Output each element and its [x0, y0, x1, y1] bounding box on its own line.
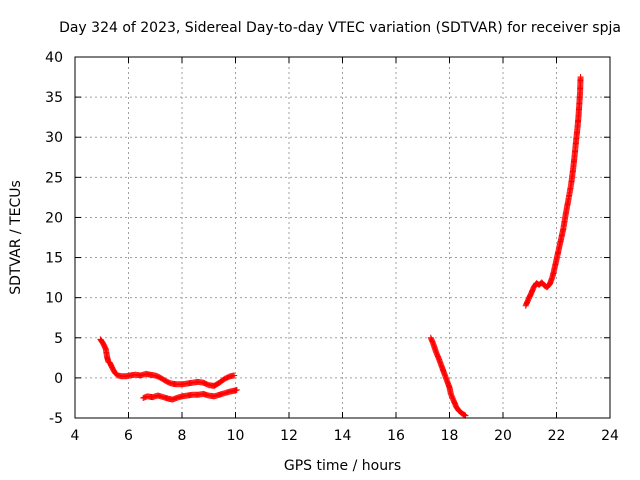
x-tick-label: 20	[494, 428, 512, 444]
y-tick-label: 0	[54, 371, 63, 387]
x-axis-label: GPS time / hours	[284, 458, 401, 474]
chart-title: Day 324 of 2023, Sidereal Day-to-day VTE…	[59, 20, 621, 36]
data-point	[231, 372, 238, 379]
x-tick-label: 4	[71, 428, 80, 444]
data-point	[461, 412, 468, 419]
y-tick-label: 30	[45, 130, 63, 146]
x-tick-label: 24	[601, 428, 619, 444]
x-tick-label: 6	[124, 428, 133, 444]
x-tick-label: 8	[178, 428, 187, 444]
x-tick-label: 22	[548, 428, 566, 444]
y-tick-label: 20	[45, 210, 63, 226]
x-tick-label: 16	[387, 428, 405, 444]
x-tick-label: 12	[280, 428, 298, 444]
grid	[75, 57, 610, 418]
y-tick-label: 35	[45, 90, 63, 106]
y-tick-label: 40	[45, 50, 63, 66]
data-point	[577, 74, 584, 81]
y-axis-label: SDTVAR / TECUs	[8, 180, 24, 295]
x-tick-label: 18	[441, 428, 459, 444]
data-points	[97, 74, 584, 419]
y-tick-label: 10	[45, 291, 63, 307]
data-point	[233, 386, 240, 393]
x-tick-label: 14	[334, 428, 352, 444]
x-tick-label: 10	[227, 428, 245, 444]
y-tick-label: 5	[54, 331, 63, 347]
y-tick-label: 25	[45, 170, 63, 186]
y-tick-label: 15	[45, 251, 63, 267]
tick-labels: 4 6 8 10 12 14 16 18 20 22 24 -5 0 5 10 15 20 25 30 35 40	[45, 50, 619, 444]
plot-frame	[74, 56, 611, 419]
y-tick-label: -5	[49, 411, 63, 427]
